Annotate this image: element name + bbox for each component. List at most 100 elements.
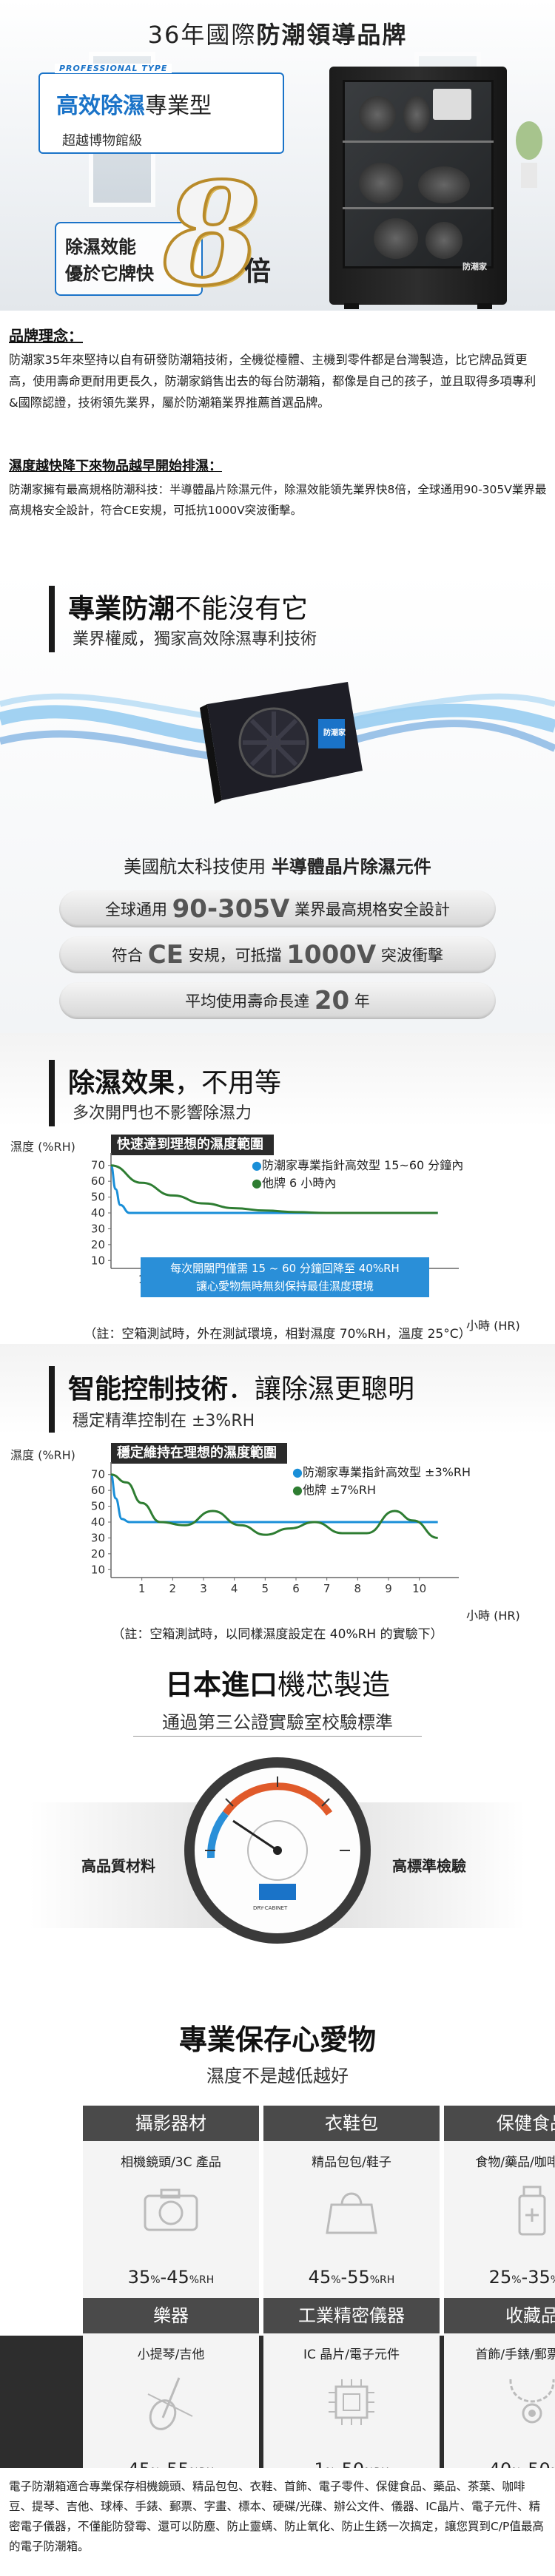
care-card-desc: IC 晶片/電子元件 bbox=[303, 2347, 400, 2362]
camera-lens-icon bbox=[374, 218, 418, 259]
humidity-text: 防潮家擁有最高規格防潮科技：半導體晶片除濕元件，除濕效能領先業界快8倍，全球通用… bbox=[9, 483, 547, 517]
control-title: 智能控制技術．讓除濕更聰明 bbox=[68, 1374, 415, 1404]
x-tick-label: 9 bbox=[385, 1582, 392, 1595]
japan-subtitle: 通過第三公證實驗室校驗標準 bbox=[162, 1712, 393, 1733]
chart-y-label: 濕度 (%RH) bbox=[10, 1448, 75, 1462]
care-card-range: 40%-50%RH bbox=[444, 2459, 555, 2468]
brand-section: 品牌理念： 防潮家35年來堅持以自有研發防潮箱技術，全機從檯體、主機到零件都是台… bbox=[0, 311, 555, 533]
cabinet-foot bbox=[477, 303, 492, 309]
plant-icon bbox=[516, 121, 542, 188]
cabinet-foot bbox=[344, 303, 359, 309]
chip-title: 專業防潮不能沒有它 bbox=[68, 594, 309, 624]
legend-item: ●他牌 6 小時內 bbox=[252, 1176, 337, 1190]
y-tick-label: 20 bbox=[91, 1547, 105, 1561]
camera-lens-icon bbox=[359, 96, 396, 133]
chart-note: （註：空箱測試時，外在測試環境，相對濕度 70%RH，溫度 25°C） bbox=[84, 1327, 471, 1342]
legend-dot-icon: ● bbox=[292, 1465, 303, 1479]
gauge-brand-label: DRY-CABINET bbox=[253, 1905, 288, 1911]
chip-section: 專業防潮不能沒有它 業界權威，獨家高效除濕專利技術 防潮家 美國航太科技使用 半… bbox=[0, 571, 555, 1033]
chart-x-unit: 小時 (HR) bbox=[466, 1609, 520, 1623]
effect-line-2: 優於它牌快 bbox=[65, 263, 154, 284]
y-tick-label: 10 bbox=[91, 1254, 105, 1267]
japan-movement-section: 日本進口機芯製造 通過第三公證實驗室校驗標準 高品質材料 高標準檢驗 DRY-C… bbox=[0, 1647, 555, 1995]
y-tick-label: 50 bbox=[91, 1191, 105, 1204]
hero-title: 36年國際防潮領導品牌 bbox=[147, 21, 408, 49]
effect-line-1: 除濕效能 bbox=[65, 237, 136, 257]
legend-item: ●他牌 ±7%RH bbox=[292, 1483, 376, 1497]
dehumidify-effect-section: 除濕效果，不用等 多次開門也不影響除濕力 濕度 (%RH) 快速達到理想的濕度範… bbox=[0, 1033, 555, 1344]
x-tick-label: 1 bbox=[138, 1582, 146, 1595]
legend-dot-icon: ● bbox=[292, 1483, 303, 1497]
care-card: 工業精密儀器 IC 晶片/電子元件 1%-50%RH bbox=[263, 2298, 440, 2468]
quality-inspection-label: 高標準檢驗 bbox=[392, 1857, 466, 1875]
quality-material-label: 高品質材料 bbox=[81, 1857, 155, 1875]
y-tick-label: 60 bbox=[91, 1484, 105, 1497]
x-tick-label: 5 bbox=[262, 1582, 269, 1595]
humidity-chart-2: 10 20 30 40 50 60 70 1 2 3 4 5 6 7 8 9 10 bbox=[91, 1462, 459, 1595]
callout-line-2: 讓心愛物無時無刻保持最佳濕度環境 bbox=[195, 1279, 374, 1293]
necklace-icon bbox=[509, 2379, 555, 2424]
camera-lens-icon bbox=[403, 96, 430, 133]
cabinet-shelf bbox=[343, 141, 494, 143]
y-tick-label: 30 bbox=[91, 1531, 105, 1544]
brand-concept-text: 防潮家35年來堅持以自有研發防潮箱技術，全機從檯體、主機到零件都是台灣製造，比它… bbox=[9, 353, 536, 410]
effect-title: 除濕效果，不用等 bbox=[68, 1068, 282, 1098]
care-section: 專業保存心愛物 濕度不是越低越好 攝影器材 相機鏡頭/3C 產品 35%-45%RH… bbox=[0, 1995, 555, 2468]
care-title: 專業保存心愛物 bbox=[178, 2024, 376, 2056]
hygrometer-icon bbox=[433, 89, 471, 120]
care-card-range: 45%-55%RH bbox=[308, 2267, 395, 2288]
legend-dot-icon: ● bbox=[252, 1158, 262, 1172]
ce-pill: 符合 CE 安規，可抵擋 1000V 突波衝擊 bbox=[59, 936, 496, 973]
care-card-range: 45%-55%RH bbox=[83, 2459, 259, 2468]
section-accent-bar bbox=[49, 1366, 55, 1433]
care-subtitle: 濕度不是越低越好 bbox=[206, 2066, 349, 2086]
chip-icon bbox=[329, 2379, 374, 2425]
brand-concept-heading: 品牌理念： bbox=[9, 327, 83, 345]
chip-subtitle: 業界權威，獨家高效除濕專利技術 bbox=[73, 630, 317, 649]
effect-subtitle: 多次開門也不影響除濕力 bbox=[73, 1104, 252, 1123]
bottle-icon bbox=[518, 2185, 546, 2236]
x-tick-label: 3 bbox=[200, 1582, 207, 1595]
hygrometer-gauge-icon bbox=[184, 1757, 371, 1944]
care-card-title: 衣鞋包 bbox=[263, 2106, 440, 2141]
effect-card bbox=[55, 222, 203, 296]
care-card-title: 攝影器材 bbox=[83, 2106, 259, 2141]
y-tick-label: 40 bbox=[91, 1206, 105, 1220]
y-tick-label: 50 bbox=[91, 1500, 105, 1513]
handbag-icon bbox=[326, 2192, 377, 2234]
voltage-pill: 全球通用 90-305V 業界最高規格安全設計 bbox=[59, 890, 496, 927]
care-card-desc: 食物/藥品/咖啡/茶葉 bbox=[475, 2155, 555, 2170]
x-tick-label: 4 bbox=[231, 1582, 238, 1595]
series-line-2 bbox=[110, 1473, 438, 1539]
care-card-range: 1%-50%RH bbox=[263, 2459, 440, 2468]
legend-item: ●防潮家專業指針高效型 ±3%RH bbox=[292, 1465, 471, 1479]
care-card-title: 工業精密儀器 bbox=[263, 2298, 440, 2333]
x-tick-label: 10 bbox=[412, 1582, 426, 1595]
care-card-title: 樂器 bbox=[83, 2298, 259, 2333]
care-card-title: 收藏品 bbox=[444, 2298, 555, 2333]
legend-dot-icon: ● bbox=[252, 1176, 262, 1190]
care-card: 保健食品食物/藥品/咖啡/茶葉 25%-35%RH bbox=[444, 2106, 555, 2298]
care-card: 衣鞋包精品包包/鞋子 45%-55%RH bbox=[263, 2106, 440, 2298]
pro-type-subheading: 超越博物館級 bbox=[62, 133, 142, 149]
violin-icon bbox=[147, 2377, 193, 2430]
hero-banner: 36年國際防潮領導品牌 PROFESSIONAL TYPE 高效除濕專業型 超越… bbox=[0, 0, 555, 311]
series-line-2 bbox=[110, 1164, 438, 1214]
care-card-range: 25%-35%RH bbox=[488, 2267, 555, 2288]
module-brand-label: 防潮家 bbox=[323, 729, 346, 737]
chart-legend: ●防潮家專業指針高效型 15~60 分鐘內 ●他牌 6 小時內 bbox=[252, 1155, 463, 1191]
smart-control-section: 智能控制技術．讓除濕更聰明 穩定精準控制在 ±3%RH 濕度 (%RH) 穩定維… bbox=[0, 1344, 555, 1647]
y-tick-label: 30 bbox=[91, 1222, 105, 1235]
camera-lens-icon bbox=[426, 222, 462, 259]
chart-tag: 快速達到理想的濕度範圍 bbox=[111, 1135, 274, 1155]
care-card-desc: 精品包包/鞋子 bbox=[312, 2155, 391, 2170]
x-tick-label: 2 bbox=[169, 1582, 177, 1595]
chip-caption: 美國航太科技使用 半導體晶片除濕元件 bbox=[124, 856, 431, 877]
chart-x-unit: 小時 (HR) bbox=[466, 1319, 520, 1333]
care-card-desc: 小提琴/吉他 bbox=[137, 2347, 205, 2362]
care-card-title: 保健食品 bbox=[444, 2106, 555, 2141]
cabinet-shelf bbox=[343, 207, 494, 209]
y-tick-label: 20 bbox=[91, 1238, 105, 1251]
dry-cabinet-image: 防潮家 bbox=[329, 67, 507, 309]
